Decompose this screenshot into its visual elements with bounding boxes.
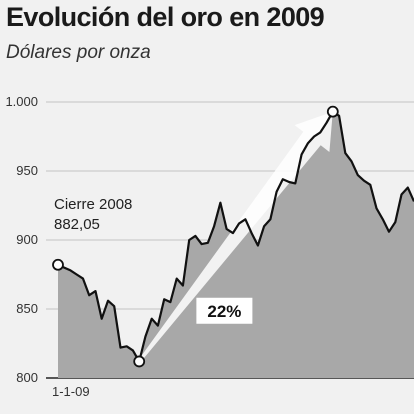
highlight-markers <box>52 105 339 368</box>
y-tick-label: 950 <box>16 163 38 178</box>
y-tick-label: 850 <box>16 301 38 316</box>
start-annotation-value: 882,05 <box>54 216 100 233</box>
gain-label: 22% <box>207 302 241 321</box>
start-point-marker <box>52 258 64 271</box>
gain-arrow <box>138 111 333 363</box>
y-tick-label: 1.000 <box>5 94 38 109</box>
max-point-marker <box>326 105 339 118</box>
min-point-marker <box>133 355 146 368</box>
chart-subtitle: Dólares por onza <box>6 42 151 63</box>
annotations: Cierre 2008 882,05 22% <box>54 196 253 324</box>
y-tick-label: 800 <box>16 370 38 385</box>
x-axis-labels: 1-1-09 <box>52 384 90 399</box>
x-tick-label: 1-1-09 <box>52 384 90 399</box>
y-axis-labels: 800 850 900 950 1.000 <box>5 94 38 385</box>
y-tick-label: 900 <box>16 232 38 247</box>
gain-label-box <box>196 297 253 324</box>
start-annotation-label: Cierre 2008 <box>54 196 132 213</box>
chart-title: Evolución del oro en 2009 <box>6 2 325 32</box>
price-line <box>57 110 414 363</box>
